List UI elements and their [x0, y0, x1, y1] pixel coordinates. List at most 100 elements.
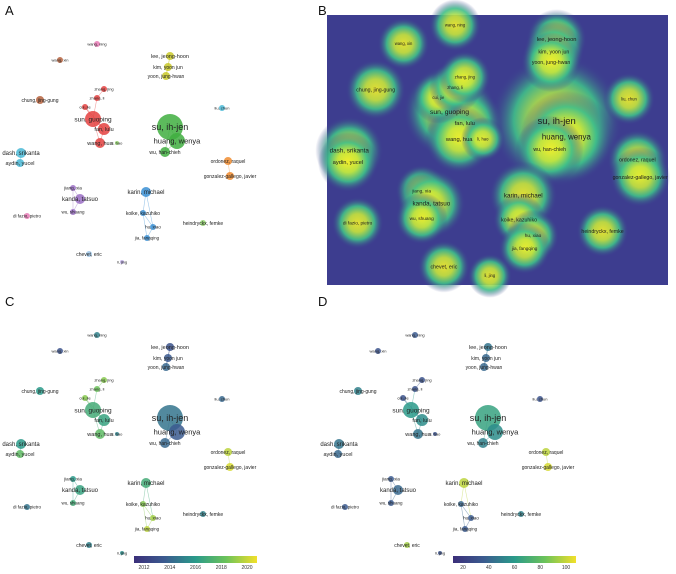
- node-kim[interactable]: [164, 354, 172, 362]
- node-cui[interactable]: [82, 395, 88, 401]
- node-liu[interactable]: [219, 105, 225, 111]
- node-wu_s[interactable]: [70, 500, 76, 506]
- node-hu[interactable]: [150, 515, 156, 521]
- node-ordonez[interactable]: [224, 448, 232, 456]
- node-yoon[interactable]: [480, 363, 488, 371]
- node-sun[interactable]: [85, 402, 101, 418]
- node-lee[interactable]: [166, 343, 174, 351]
- node-wang_hua[interactable]: [413, 429, 423, 439]
- node-karin[interactable]: [141, 478, 151, 488]
- node-liu[interactable]: [219, 396, 225, 402]
- node-aydin[interactable]: [334, 450, 342, 458]
- node-chung[interactable]: [354, 387, 362, 395]
- node-jiang[interactable]: [388, 476, 394, 482]
- node-fan[interactable]: [98, 123, 110, 135]
- node-wang_x[interactable]: [375, 348, 381, 354]
- node-wang_x[interactable]: [57, 348, 63, 354]
- node-koike[interactable]: [458, 501, 464, 507]
- node-wang_x[interactable]: [57, 57, 63, 63]
- node-dash[interactable]: [16, 439, 26, 449]
- node-wu[interactable]: [160, 438, 170, 448]
- node-wang_n[interactable]: [412, 332, 418, 338]
- node-li_hao[interactable]: [433, 432, 437, 436]
- node-kanda[interactable]: [75, 485, 85, 495]
- node-aydin[interactable]: [16, 159, 24, 167]
- node-gonzalez[interactable]: [226, 172, 234, 180]
- node-wang_n[interactable]: [94, 332, 100, 338]
- node-heindryckx[interactable]: [518, 511, 524, 517]
- node-huang[interactable]: [487, 424, 503, 440]
- node-ordonez[interactable]: [542, 448, 550, 456]
- node-huang[interactable]: [169, 133, 185, 149]
- node-kim[interactable]: [164, 63, 172, 71]
- node-kim[interactable]: [482, 354, 490, 362]
- density-blob-wang_x: [377, 17, 430, 70]
- node-aydin[interactable]: [16, 450, 24, 458]
- node-chung[interactable]: [36, 387, 44, 395]
- node-wu[interactable]: [160, 147, 170, 157]
- node-li_jing[interactable]: [120, 260, 124, 264]
- node-gonzalez[interactable]: [226, 463, 234, 471]
- node-wu_s[interactable]: [388, 500, 394, 506]
- node-zhang_j[interactable]: [101, 377, 107, 383]
- node-zhang_li[interactable]: [94, 95, 100, 101]
- node-koike[interactable]: [140, 501, 146, 507]
- node-li_hao[interactable]: [115, 432, 119, 436]
- node-li_jing[interactable]: [438, 551, 442, 555]
- node-jiang[interactable]: [70, 185, 76, 191]
- node-karin[interactable]: [141, 187, 151, 197]
- node-dash[interactable]: [16, 148, 26, 158]
- node-hu[interactable]: [468, 515, 474, 521]
- node-liu[interactable]: [537, 396, 543, 402]
- node-heindryckx[interactable]: [200, 220, 206, 226]
- node-wu[interactable]: [478, 438, 488, 448]
- node-karin[interactable]: [459, 478, 469, 488]
- node-wang_hua[interactable]: [95, 138, 105, 148]
- node-difazio[interactable]: [24, 213, 30, 219]
- node-lee[interactable]: [484, 343, 492, 351]
- node-jia[interactable]: [462, 526, 468, 532]
- node-fan[interactable]: [416, 414, 428, 426]
- node-gonzalez[interactable]: [544, 463, 552, 471]
- node-kanda[interactable]: [75, 194, 85, 204]
- node-label-fan: fan, lulu: [94, 418, 113, 424]
- node-chevet[interactable]: [86, 542, 92, 548]
- node-wang_n[interactable]: [94, 41, 100, 47]
- node-wang_hua[interactable]: [95, 429, 105, 439]
- node-zhang_j[interactable]: [419, 377, 425, 383]
- node-chung[interactable]: [36, 96, 44, 104]
- node-huang[interactable]: [169, 424, 185, 440]
- node-label-karin: karin, michael: [445, 481, 482, 487]
- node-sun[interactable]: [85, 111, 101, 127]
- density-label-difazio: di fazio, pietro: [343, 221, 373, 227]
- node-zhang_li[interactable]: [94, 386, 100, 392]
- node-li_jing[interactable]: [120, 551, 124, 555]
- node-zhang_j[interactable]: [101, 86, 107, 92]
- node-yoon[interactable]: [162, 72, 170, 80]
- node-wu_s[interactable]: [70, 209, 76, 215]
- node-jia[interactable]: [144, 526, 150, 532]
- node-ordonez[interactable]: [224, 157, 232, 165]
- node-zhang_li[interactable]: [412, 386, 418, 392]
- node-jiang[interactable]: [70, 476, 76, 482]
- node-chevet[interactable]: [86, 251, 92, 257]
- node-difazio[interactable]: [342, 504, 348, 510]
- node-kanda[interactable]: [393, 485, 403, 495]
- node-label-difazio: di fazio, pietro: [13, 505, 42, 510]
- node-li_hao[interactable]: [115, 141, 119, 145]
- node-jia[interactable]: [144, 235, 150, 241]
- node-cui[interactable]: [400, 395, 406, 401]
- node-koike[interactable]: [140, 210, 146, 216]
- node-yoon[interactable]: [162, 363, 170, 371]
- node-label-dash: dash, srikanta: [2, 442, 40, 448]
- node-difazio[interactable]: [24, 504, 30, 510]
- node-fan[interactable]: [98, 414, 110, 426]
- node-label-yoon: yoon, jung-hwan: [466, 365, 503, 371]
- node-heindryckx[interactable]: [200, 511, 206, 517]
- node-chevet[interactable]: [404, 542, 410, 548]
- node-cui[interactable]: [82, 104, 88, 110]
- node-hu[interactable]: [150, 224, 156, 230]
- node-sun[interactable]: [403, 402, 419, 418]
- node-dash[interactable]: [334, 439, 344, 449]
- node-lee[interactable]: [166, 52, 174, 60]
